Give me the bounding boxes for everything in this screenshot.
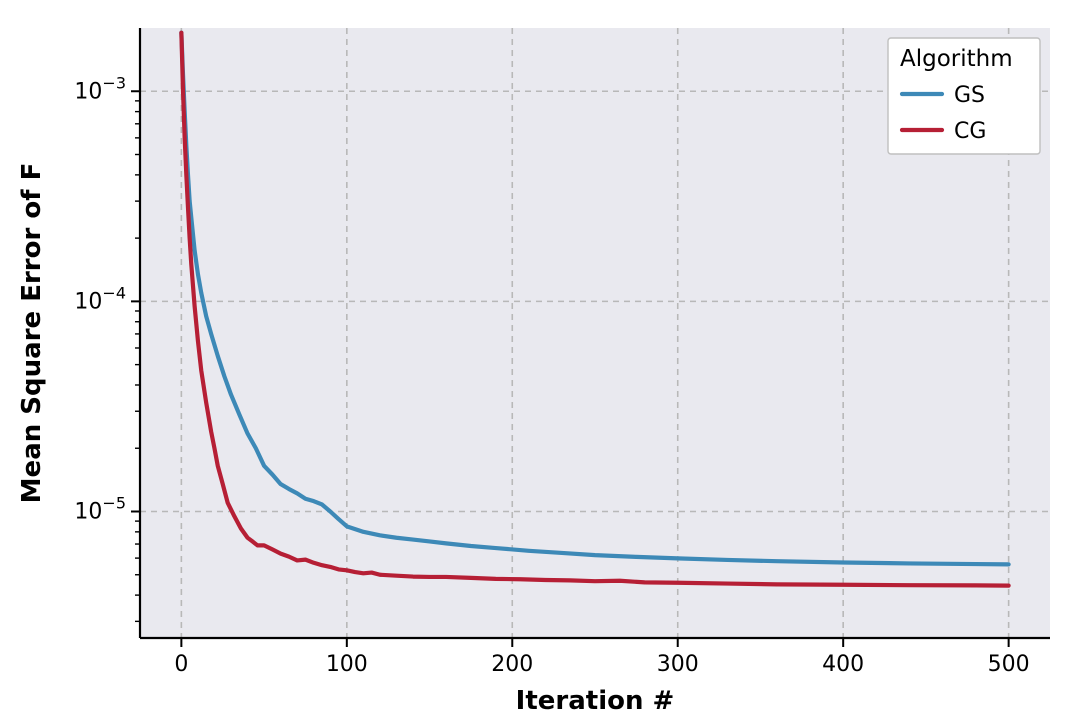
x-tick-label: 400 [822,652,864,677]
x-tick-label: 200 [491,652,533,677]
x-tick-label: 300 [657,652,699,677]
legend-label-gs: GS [954,83,985,108]
x-tick-label: 100 [326,652,368,677]
legend-title: Algorithm [900,46,1013,72]
legend: Algorithm GS CG [888,38,1040,154]
legend-label-cg: CG [954,119,986,144]
mse-convergence-chart: 010020030040050010−510−410−3Iteration #M… [0,0,1079,725]
x-axis-label: Iteration # [516,686,675,716]
x-tick-label: 0 [174,652,188,677]
y-axis-label: Mean Square Error of F [17,163,47,504]
x-tick-label: 500 [988,652,1030,677]
chart-container: 010020030040050010−510−410−3Iteration #M… [0,0,1079,725]
